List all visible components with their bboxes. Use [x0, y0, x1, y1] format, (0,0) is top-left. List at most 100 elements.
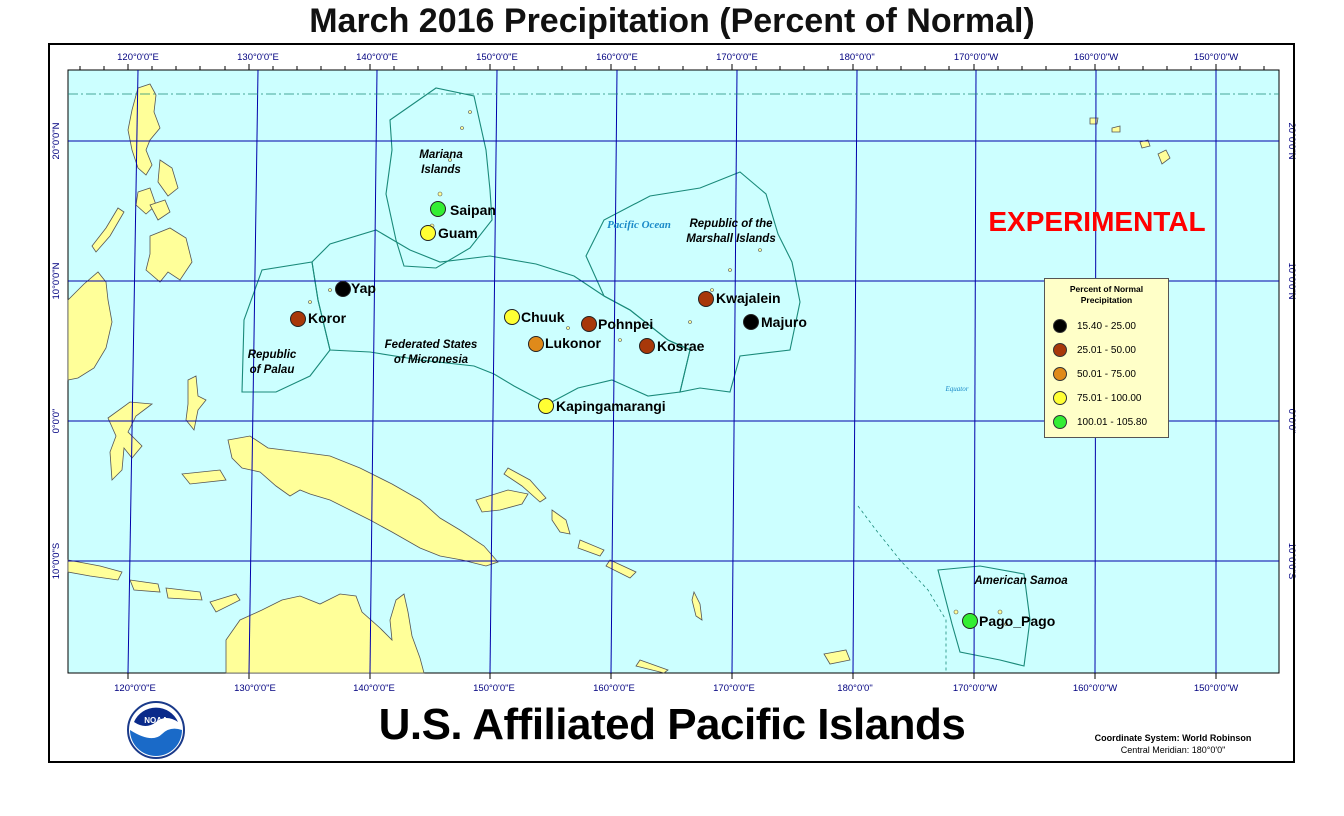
coord-line-1: Coordinate System: World Robinson [1094, 733, 1252, 743]
map-frame [48, 43, 1295, 763]
station-label: Yap [351, 280, 376, 296]
map-title: March 2016 Precipitation (Percent of Nor… [309, 2, 1035, 40]
legend-row: 25.01 - 50.00 [1053, 341, 1136, 359]
station-guam[interactable]: Guam [420, 225, 478, 241]
lon-label-top: 160°0'0"E [596, 52, 638, 63]
lon-label-top: 150°0'0"W [1194, 52, 1238, 63]
land-new-caledonia [635, 659, 669, 674]
lon-label-bottom: 150°0'0"W [1194, 683, 1238, 694]
eez-boundaries [241, 87, 1031, 667]
station-label: Lukonor [545, 335, 602, 351]
lat-label-left: 10°0'0"N [51, 262, 62, 299]
legend-row: 100.01 - 105.80 [1053, 413, 1147, 431]
station-pago-pago[interactable]: Pago_Pago [962, 613, 1056, 629]
legend-label: 100.01 - 105.80 [1077, 416, 1148, 428]
station-pohnpei[interactable]: Pohnpei [581, 316, 654, 332]
station-label: Saipan [450, 202, 496, 218]
station-kwajalein[interactable]: Kwajalein [698, 290, 781, 307]
region-label-mariana-1: Mariana [419, 149, 463, 161]
land-panay [149, 199, 171, 221]
land-new-guinea [227, 435, 499, 567]
land-masses [67, 83, 1171, 674]
coordinate-system-note: Coordinate System: World Robinson Centra… [1068, 732, 1278, 756]
lon-label-top: 170°0'0"W [954, 52, 998, 63]
land-fiji [823, 649, 851, 665]
station-label: Kwajalein [716, 290, 781, 306]
small-islets [308, 110, 1008, 626]
lon-label-bottom: 170°0'0"E [713, 683, 755, 694]
noaa-logo: NOAA [127, 701, 185, 759]
land-new-ireland [503, 467, 547, 503]
lon-labels-bottom: 120°0'0"E 130°0'0"E 140°0'0"E 150°0'0"E … [114, 683, 1238, 694]
legend-swatch [1053, 343, 1067, 357]
land-halmahera [185, 375, 207, 431]
land-timor [209, 593, 241, 613]
station-label: Koror [308, 310, 347, 326]
region-label-fsm-2: of Micronesia [394, 354, 469, 366]
lon-label-bottom: 140°0'0"E [353, 683, 395, 694]
lon-label-bottom: 160°0'0"E [593, 683, 635, 694]
land-seram [181, 469, 227, 485]
legend-row: 15.40 - 25.00 [1053, 317, 1136, 335]
land-borneo [67, 271, 113, 381]
noaa-logo-text: NOAA [144, 716, 168, 725]
lon-labels-top: 120°0'0"E 130°0'0"E 140°0'0"E 150°0'0"E … [117, 52, 1238, 63]
station-majuro[interactable]: Majuro [743, 314, 807, 330]
lat-labels-left: 20°0'0"N 10°0'0"N 0°0'0" 10°0'0"S [51, 122, 62, 579]
land-new-britain [475, 489, 529, 513]
experimental-watermark: EXPERIMENTAL [988, 206, 1205, 237]
station-label: Chuuk [521, 309, 565, 325]
station-label: Kosrae [657, 338, 705, 354]
legend-label: 15.40 - 25.00 [1077, 320, 1136, 332]
graticule-lon [127, 69, 1217, 674]
lon-label-top: 130°0'0"E [237, 52, 279, 63]
station-label: Guam [438, 225, 478, 241]
land-hawaii-oahu [1111, 125, 1121, 133]
station-koror[interactable]: Koror [290, 310, 347, 327]
station-saipan[interactable]: Saipan [430, 201, 496, 219]
lon-label-top: 150°0'0"E [476, 52, 518, 63]
lon-label-bottom: 170°0'0"W [953, 683, 997, 694]
region-label-palau-2: of Palau [250, 364, 295, 376]
dateline [857, 505, 947, 673]
lon-label-bottom: 120°0'0"E [114, 683, 156, 694]
station-kapingamarangi[interactable]: Kapingamarangi [538, 398, 666, 414]
top-ticks [79, 64, 1265, 70]
legend-swatch [1053, 415, 1067, 429]
station-kosrae[interactable]: Kosrae [639, 338, 705, 354]
boundary-marshall [585, 171, 801, 393]
lon-label-top: 140°0'0"E [356, 52, 398, 63]
legend-row: 50.01 - 75.00 [1053, 365, 1136, 383]
bottom-ticks [127, 673, 1217, 679]
lat-label-right: 0°0'0" [1286, 409, 1297, 434]
lat-label-left: 20°0'0"N [51, 122, 62, 159]
land-palawan [91, 207, 125, 253]
lon-label-bottom: 150°0'0"E [473, 683, 515, 694]
land-java [67, 559, 123, 581]
legend-swatch [1053, 319, 1067, 333]
legend-swatch [1053, 367, 1067, 381]
station-yap[interactable]: Yap [335, 280, 376, 297]
lat-label-left: 10°0'0"S [51, 543, 62, 579]
ocean-label-pacific: Pacific Ocean [607, 219, 671, 231]
lon-label-top: 170°0'0"E [716, 52, 758, 63]
boundary-samoa [937, 565, 1031, 667]
station-label: Kapingamarangi [556, 398, 666, 414]
lon-label-bottom: 180°0'0" [837, 683, 872, 694]
land-vanuatu [691, 590, 703, 621]
region-label-samoa: American Samoa [973, 575, 1068, 587]
station-lukonor[interactable]: Lukonor [528, 335, 602, 352]
region-label-mariana-2: Islands [421, 164, 461, 176]
lon-label-top: 120°0'0"E [117, 52, 159, 63]
station-label: Majuro [761, 314, 807, 330]
legend-label: 25.01 - 50.00 [1077, 344, 1136, 356]
station-chuuk[interactable]: Chuuk [504, 309, 565, 325]
land-samar [157, 159, 179, 197]
legend-label: 75.01 - 100.00 [1077, 392, 1142, 404]
station-label: Pohnpei [598, 316, 653, 332]
legend-title-line: Percent of Normal [1069, 284, 1144, 294]
lat-label-left: 0°0'0" [51, 409, 62, 434]
lon-label-bottom: 160°0'0"W [1073, 683, 1117, 694]
coord-line-2: Central Meridian: 180°0'0" [1120, 745, 1226, 755]
land-flores [165, 587, 203, 601]
